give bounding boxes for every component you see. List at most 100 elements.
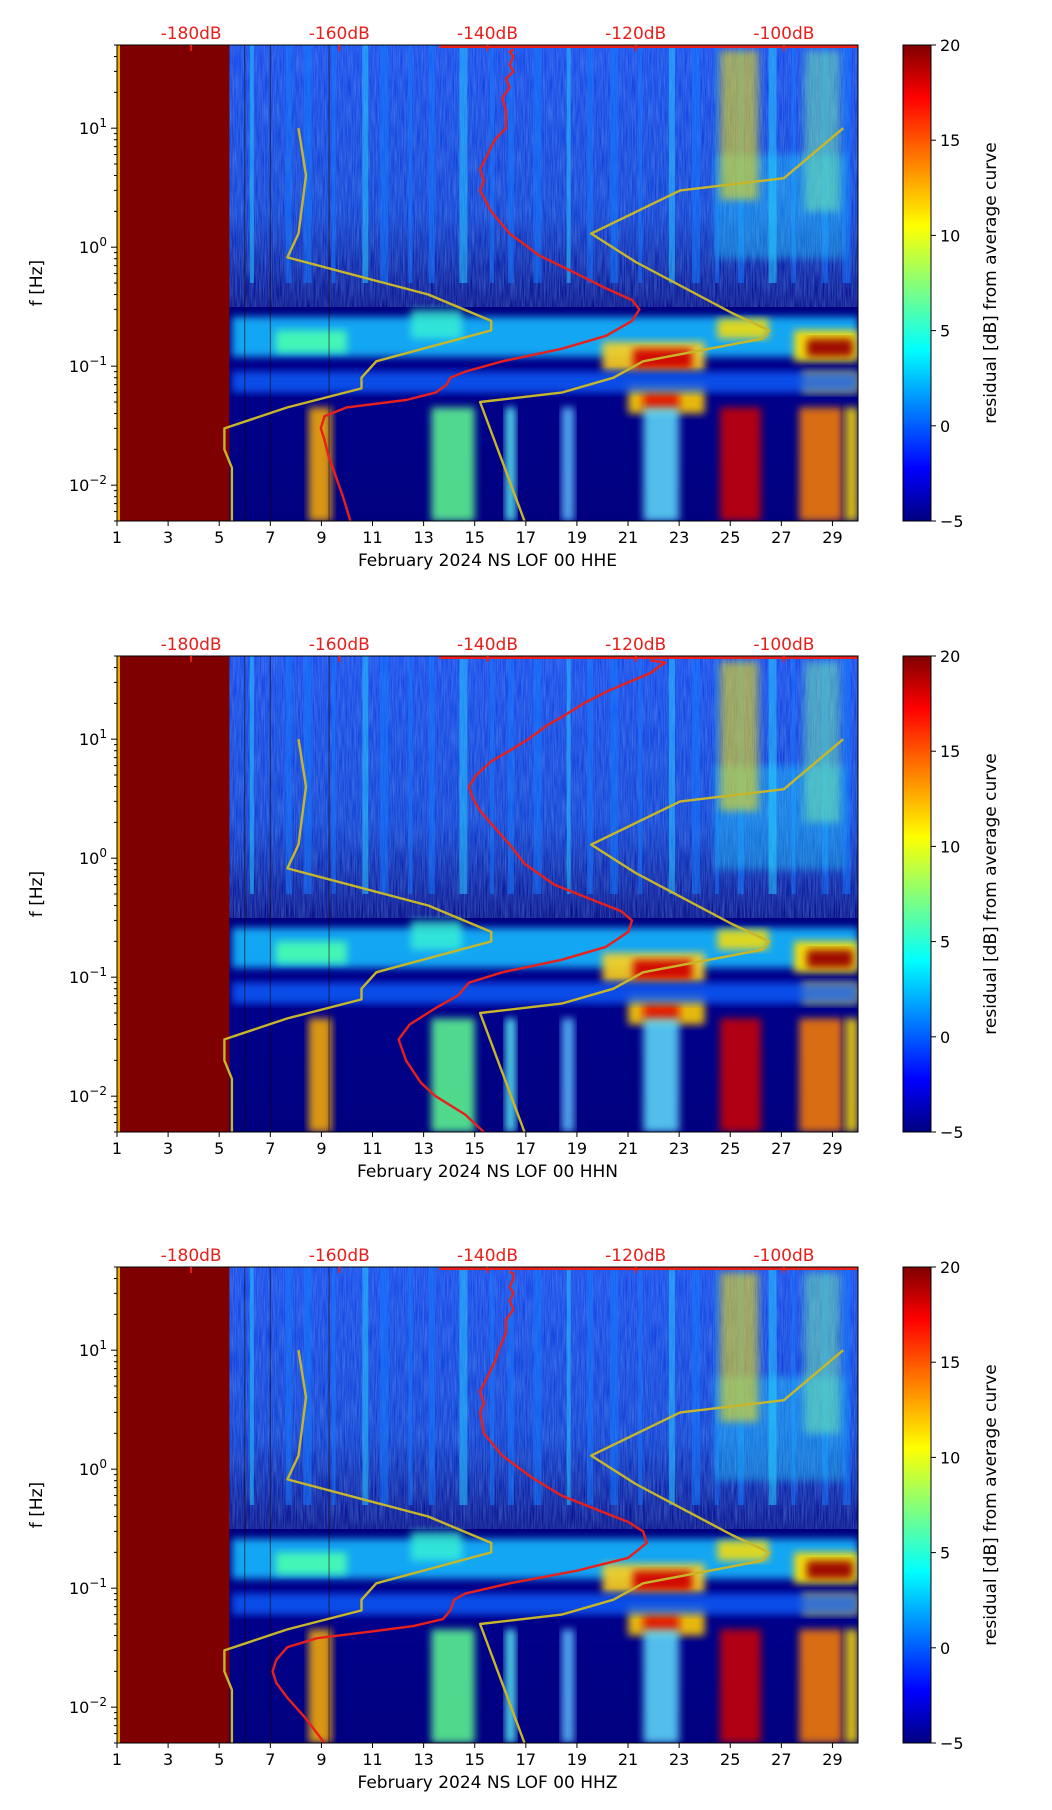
x-tick-label: 11 <box>362 528 382 547</box>
colorbar-tick-label: 20 <box>940 36 960 55</box>
x-tick-label: 21 <box>618 528 638 547</box>
db-tick-label: -120dB <box>605 24 666 44</box>
streak <box>638 656 643 894</box>
streak <box>490 45 495 283</box>
streak <box>842 45 851 283</box>
db-tick-label: -180dB <box>161 24 222 44</box>
psd-curve <box>271 1270 648 1743</box>
x-tick-label: 7 <box>265 528 275 547</box>
streak <box>566 45 571 283</box>
spectrogram <box>117 1267 858 1743</box>
x-tick-label: 3 <box>163 1750 173 1769</box>
x-tick-label: 19 <box>567 1139 587 1158</box>
x-tick-label: 17 <box>516 528 536 547</box>
spectrogram <box>117 656 858 1132</box>
colorbar-tick-label: 15 <box>940 1353 960 1372</box>
x-tick-label: 27 <box>771 1139 791 1158</box>
x-tick-label: 9 <box>316 528 326 547</box>
streak <box>459 656 468 894</box>
energy-blob <box>643 1614 680 1634</box>
energy-blob <box>804 50 841 212</box>
streak <box>459 1267 468 1505</box>
streak <box>380 656 389 894</box>
low-band <box>431 1629 475 1743</box>
low-band <box>505 407 516 521</box>
low-band <box>643 1018 680 1132</box>
colorbar-tick-label: 0 <box>940 417 950 436</box>
edge-strip <box>117 45 120 521</box>
colorbar-tick-label: −5 <box>940 1123 964 1142</box>
db-tick-label: -180dB <box>161 1246 222 1266</box>
streak <box>331 45 336 283</box>
y-tick-label: 100 <box>79 846 107 868</box>
low-band <box>720 407 761 521</box>
energy-blob <box>410 1531 462 1561</box>
colorbar-tick-label: 5 <box>940 1544 950 1563</box>
low-band <box>308 407 332 521</box>
x-tick-label: 7 <box>265 1139 275 1158</box>
streak <box>249 45 254 283</box>
colorbar-label: residual [dB] from average curve <box>981 142 1001 423</box>
energy-blob <box>275 330 347 353</box>
x-tick-label: 23 <box>669 528 689 547</box>
energy-blob <box>720 1272 759 1422</box>
x-tick-label: 15 <box>465 1139 485 1158</box>
y-tick-label: 10−2 <box>69 1695 107 1717</box>
streak <box>668 656 675 894</box>
saturated-block <box>117 656 230 1132</box>
colorbar-tick-label: 10 <box>940 837 960 856</box>
streak <box>691 45 700 283</box>
x-tick-label: 11 <box>362 1750 382 1769</box>
streak <box>428 656 435 894</box>
y-tick-label: 10−2 <box>69 1084 107 1106</box>
x-tick-label: 13 <box>413 1139 433 1158</box>
colorbar <box>902 1266 932 1744</box>
x-tick-label: 11 <box>362 1139 382 1158</box>
streak <box>331 656 336 894</box>
db-tick-label: -140dB <box>457 635 518 655</box>
colorbar-label: residual [dB] from average curve <box>981 753 1001 1034</box>
psd-curve <box>397 659 667 1132</box>
y-axis-label: f [Hz] <box>27 1482 47 1528</box>
x-tick-label: 25 <box>720 1750 740 1769</box>
colorbar-tick-label: −5 <box>940 1734 964 1753</box>
low-band <box>799 1018 843 1132</box>
streak <box>408 1267 413 1505</box>
streak <box>507 656 514 894</box>
db-tick-label: -160dB <box>309 1246 370 1266</box>
colorbar-tick-label: 20 <box>940 1258 960 1277</box>
streak <box>362 656 369 894</box>
y-tick-label: 10−1 <box>69 1576 107 1598</box>
energy-blob <box>804 1272 841 1434</box>
db-tick-label: -100dB <box>753 1246 814 1266</box>
x-tick-label: 21 <box>618 1139 638 1158</box>
noise-model-low <box>223 1350 493 1743</box>
x-tick-label: 13 <box>413 528 433 547</box>
y-axis-label: f [Hz] <box>27 871 47 917</box>
x-tick-label: 29 <box>822 528 842 547</box>
x-tick-label: 23 <box>669 1139 689 1158</box>
low-band <box>720 1629 761 1743</box>
db-tick-label: -100dB <box>753 635 814 655</box>
streak <box>380 45 389 283</box>
low-band <box>845 407 858 521</box>
spectrogram <box>117 45 858 521</box>
edge-strip <box>117 1267 120 1743</box>
energy-blob <box>231 371 858 393</box>
colorbar-tick-label: 10 <box>940 226 960 245</box>
energy-blob <box>806 949 853 968</box>
streak <box>668 45 675 283</box>
low-band <box>643 1629 680 1743</box>
energy-blob <box>806 338 853 357</box>
energy-blob <box>720 50 759 200</box>
db-tick-label: -160dB <box>309 635 370 655</box>
x-axis-label: February 2024 NS LOF 00 HHE <box>358 551 617 571</box>
streak <box>362 1267 369 1505</box>
streak <box>610 45 619 283</box>
streak <box>249 1267 254 1505</box>
x-tick-label: 7 <box>265 1750 275 1769</box>
db-tick-label: -140dB <box>457 1246 518 1266</box>
x-tick-label: 1 <box>112 1750 122 1769</box>
x-tick-label: 5 <box>214 1139 224 1158</box>
